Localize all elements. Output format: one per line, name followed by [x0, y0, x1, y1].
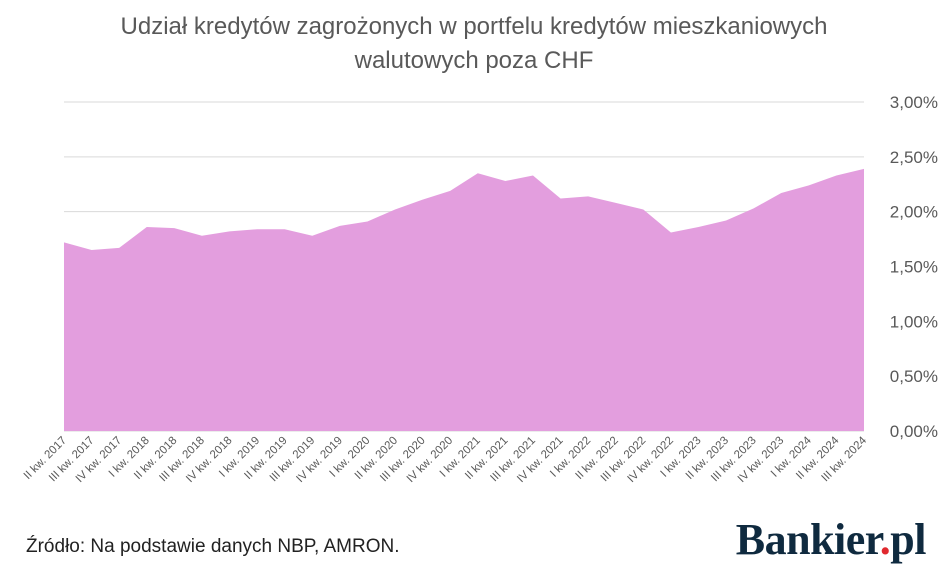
brand-main: Bankier: [735, 515, 881, 564]
data-point[interactable]: [668, 230, 673, 235]
brand-dot: .: [879, 515, 891, 564]
data-point[interactable]: [172, 226, 177, 231]
data-point[interactable]: [393, 207, 398, 212]
data-point[interactable]: [475, 171, 480, 176]
data-point[interactable]: [255, 227, 260, 232]
data-point[interactable]: [227, 229, 232, 234]
data-point[interactable]: [199, 233, 204, 238]
chart-title: Udział kredytów zagrożonych w portfelu k…: [0, 10, 948, 78]
y-tick-label: 3,00%: [890, 93, 938, 112]
data-point[interactable]: [558, 196, 563, 201]
data-point[interactable]: [862, 166, 867, 171]
data-point[interactable]: [420, 197, 425, 202]
data-point[interactable]: [448, 188, 453, 193]
y-tick-label: 0,00%: [890, 422, 938, 441]
data-point[interactable]: [641, 207, 646, 212]
data-point[interactable]: [586, 194, 591, 199]
data-point[interactable]: [834, 173, 839, 178]
data-point[interactable]: [503, 178, 508, 183]
source-note: Źródło: Na podstawie danych NBP, AMRON.: [26, 536, 400, 557]
data-point[interactable]: [365, 219, 370, 224]
data-point[interactable]: [724, 218, 729, 223]
data-point[interactable]: [89, 248, 94, 253]
data-point[interactable]: [282, 227, 287, 232]
y-tick-label: 2,00%: [890, 203, 938, 222]
data-point[interactable]: [62, 240, 67, 245]
data-point[interactable]: [530, 173, 535, 178]
y-tick-label: 2,50%: [890, 148, 938, 167]
chart-title-line-1: Udział kredytów zagrożonych w portfelu k…: [120, 13, 828, 40]
y-tick-label: 1,00%: [890, 312, 938, 331]
data-point[interactable]: [117, 245, 122, 250]
brand-tld: pl: [890, 515, 926, 564]
chart-title-line-2: walutowych poza CHF: [354, 47, 594, 74]
data-point[interactable]: [696, 225, 701, 230]
y-tick-label: 0,50%: [890, 367, 938, 386]
area-series: [62, 166, 867, 431]
data-point[interactable]: [310, 233, 315, 238]
data-point[interactable]: [144, 225, 149, 230]
bankier-logo[interactable]: Bankier.pl: [735, 514, 927, 565]
data-point[interactable]: [779, 191, 784, 196]
y-axis-ticks: 0,00% 0,50% 1,00% 1,50% 2,00% 2,50% 3,00%: [890, 93, 938, 441]
data-point[interactable]: [806, 183, 811, 188]
data-point[interactable]: [337, 223, 342, 228]
data-point[interactable]: [751, 206, 756, 211]
y-tick-label: 1,50%: [890, 258, 938, 277]
area-fill: [64, 168, 864, 431]
data-point[interactable]: [613, 200, 618, 205]
